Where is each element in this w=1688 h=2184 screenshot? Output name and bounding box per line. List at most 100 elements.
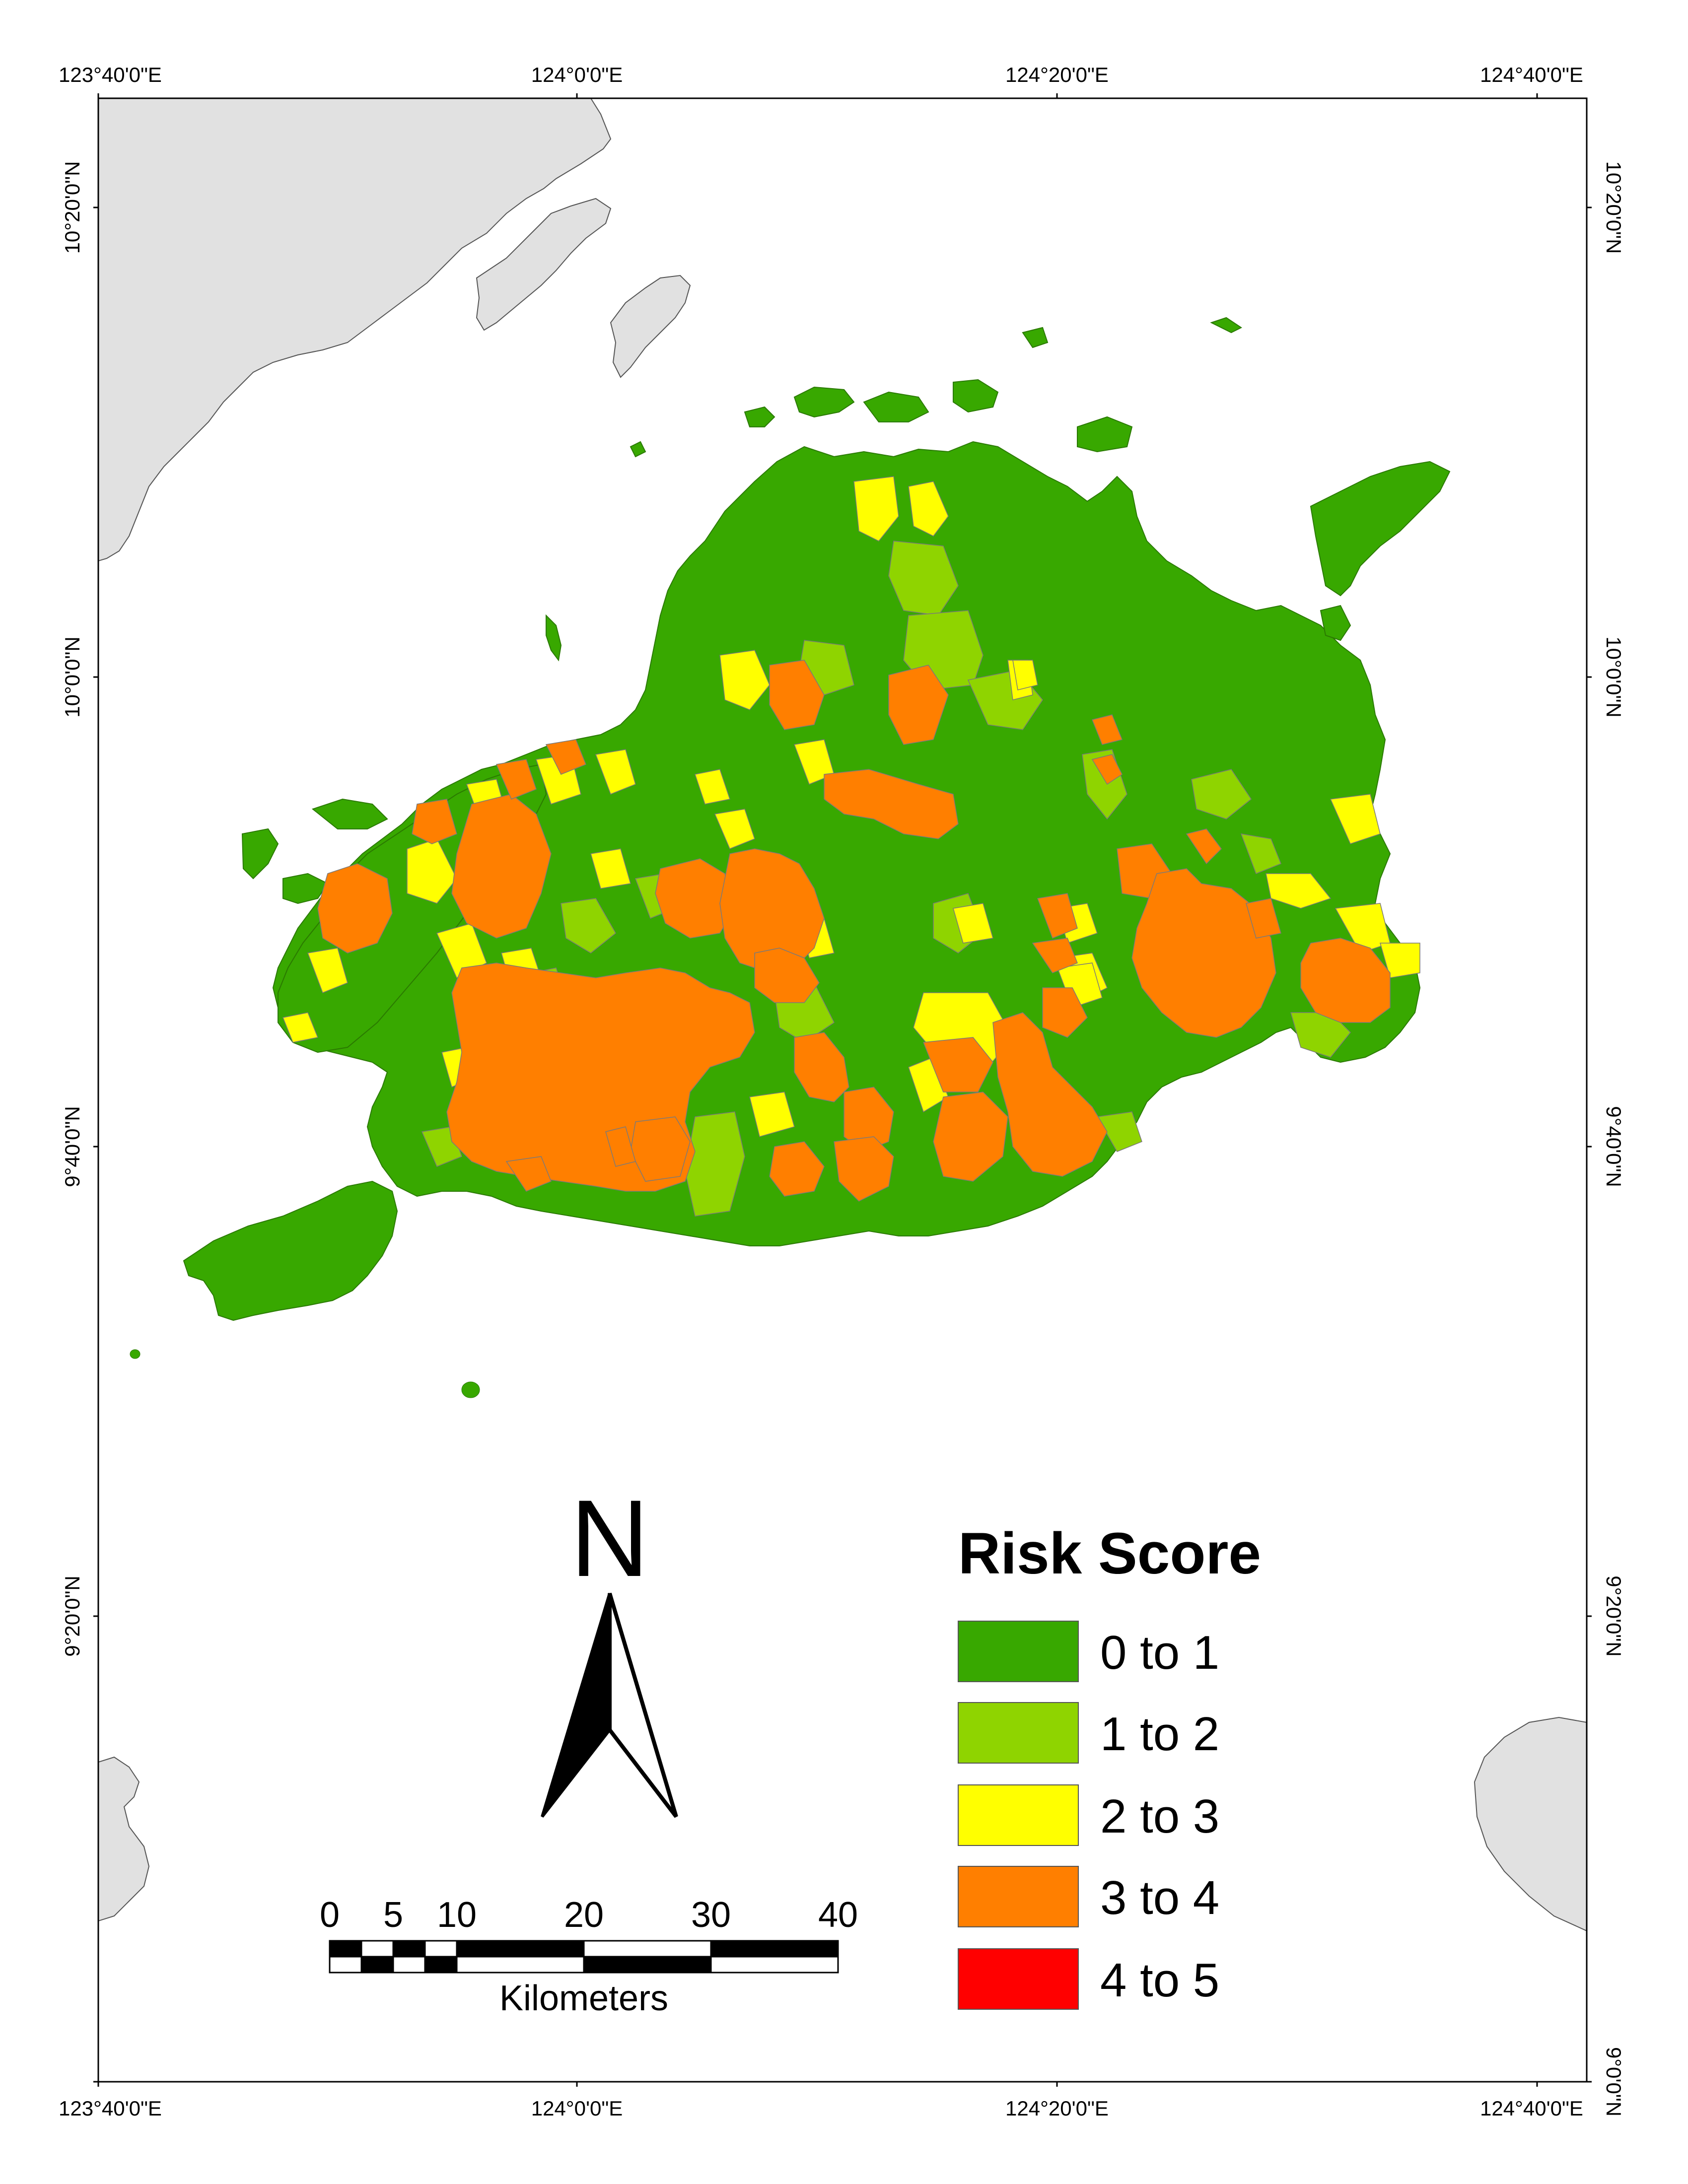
legend-label: 2 to 3 (1100, 1790, 1219, 1843)
left-lat-label: 9°40'0"N (61, 1106, 84, 1187)
region-orange (824, 769, 959, 839)
cebu-landmass (98, 98, 612, 562)
region-orange (1246, 898, 1281, 939)
bottom-lon-label: 124°40'0"E (1480, 2097, 1583, 2120)
region-yellow (1330, 794, 1381, 844)
region-yellow (749, 1092, 795, 1137)
region-yellow (719, 650, 770, 710)
region-orange (1131, 868, 1276, 1038)
left-lat-label: 10°20'0"N (61, 161, 84, 254)
legend: Risk Score 0 to 1 1 to 2 2 to 3 3 to 4 4… (958, 1521, 1261, 2010)
islet-north-3 (953, 379, 999, 413)
region-orange (888, 665, 949, 745)
legend-label: 0 to 1 (1100, 1626, 1219, 1679)
region-orange (505, 1156, 552, 1192)
islet-north-1 (793, 386, 855, 418)
scale-tick-label: 30 (691, 1895, 731, 1935)
region-yellow (595, 749, 636, 795)
legend-swatch (958, 1702, 1079, 1764)
scale-tick-label: 10 (437, 1895, 477, 1935)
island-nw-1 (476, 198, 612, 331)
risk-regions (282, 476, 1420, 1217)
left-lat-label: 9°20'0"N (61, 1575, 84, 1657)
right-lat-label: 9°0'0"N (1602, 2047, 1625, 2116)
islet-north-5 (744, 406, 775, 427)
islet-ne-2 (1320, 605, 1351, 641)
right-lat-label: 10°20'0"N (1602, 161, 1625, 254)
region-orange (1300, 938, 1391, 1023)
region-yellow (853, 476, 899, 542)
bottom-lon-label: 124°0'0"E (531, 2097, 623, 2120)
region-orange (545, 739, 586, 775)
map-frame (93, 93, 1592, 2087)
scale-unit-label: Kilometers (499, 1979, 668, 2018)
region-orange (844, 1087, 894, 1152)
islet (130, 1349, 141, 1359)
islet (461, 1381, 480, 1398)
islet-west-2 (282, 873, 329, 904)
region-yellow (1266, 873, 1332, 909)
region-yellow (307, 948, 348, 993)
region-orange (1042, 987, 1088, 1038)
scale-tick-label: 20 (564, 1895, 604, 1935)
north-arrow: N (541, 1477, 678, 1818)
region-orange (834, 1136, 894, 1202)
region-lightgreen (1191, 769, 1252, 819)
legend-swatch (958, 1866, 1079, 1927)
region-orange (769, 660, 825, 730)
region-yellow (1012, 660, 1038, 690)
scale-tick-label: 40 (818, 1895, 858, 1935)
islet-north-8 (1022, 327, 1049, 348)
region-orange (451, 794, 552, 939)
region-orange (754, 948, 820, 1003)
region-orange (769, 1141, 825, 1197)
legend-label: 3 to 4 (1100, 1871, 1219, 1924)
top-lon-label: 124°40'0"E (1480, 63, 1583, 86)
legend-swatch (958, 1784, 1079, 1846)
islet-nw-sliver (546, 614, 562, 662)
right-lat-label: 10°0'0"N (1602, 636, 1625, 718)
region-orange (922, 1037, 993, 1092)
region-orange (794, 1032, 849, 1102)
left-lat-label: 10°0'0"N (61, 636, 84, 718)
map-body (98, 98, 1587, 1932)
region-yellow (1380, 943, 1420, 978)
region-yellow (714, 809, 755, 849)
region-lightgreen (1096, 1111, 1142, 1152)
legend-swatch (958, 1948, 1079, 2010)
region-orange (1186, 828, 1222, 865)
islet-west-1 (241, 828, 279, 880)
region-orange (412, 799, 457, 844)
islet-north-6 (630, 441, 646, 458)
region-yellow (436, 923, 487, 979)
scale-tick-label: 0 (320, 1895, 340, 1935)
bottom-lon-label: 123°40'0"E (59, 2097, 162, 2120)
islet-north-2 (863, 391, 929, 422)
legend-swatch (958, 1621, 1079, 1682)
top-lon-label: 124°0'0"E (531, 63, 623, 86)
right-lat-label: 9°20'0"N (1602, 1575, 1625, 1657)
region-orange (655, 858, 735, 939)
scale-tick-label: 5 (383, 1895, 403, 1935)
islet-north-4 (1077, 416, 1133, 453)
bottom-lon-label: 124°20'0"E (1005, 2097, 1109, 2120)
panglao-island (183, 1180, 398, 1321)
region-orange (1037, 893, 1078, 939)
siquijor-landmass (1474, 1716, 1587, 1932)
region-yellow (953, 903, 993, 944)
islet-ne-1 (1310, 461, 1451, 597)
islet-north-7 (1210, 317, 1242, 334)
legend-label: 1 to 2 (1100, 1707, 1219, 1761)
region-yellow (590, 848, 631, 889)
right-lat-label: 9°40'0"N (1602, 1106, 1625, 1187)
top-lon-label: 124°20'0"E (1005, 63, 1109, 86)
region-orange (992, 1012, 1108, 1177)
islet-west-3 (311, 798, 388, 829)
legend-title: Risk Score (958, 1521, 1261, 1586)
north-label: N (570, 1477, 649, 1599)
region-lightgreen (1240, 833, 1281, 874)
cebu-southwest-coast (98, 1756, 150, 1922)
region-yellow (908, 481, 949, 537)
region-orange (605, 1126, 636, 1167)
scale-bar: 0 5 10 20 30 40 Kilometers (320, 1895, 858, 2018)
